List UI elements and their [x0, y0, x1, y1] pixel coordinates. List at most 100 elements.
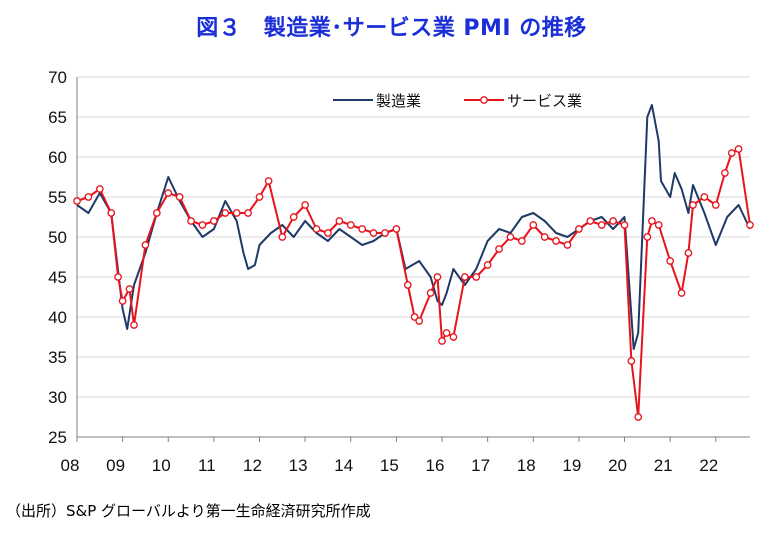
- series-point-1-44: [518, 237, 526, 245]
- series-point-1-37: [442, 329, 451, 337]
- series-point-1-7: [130, 321, 138, 329]
- series-point-1-13: [198, 221, 207, 229]
- series-point-1-52: [609, 217, 617, 225]
- series-point-1-31: [403, 281, 412, 289]
- series-point-1-40: [472, 273, 481, 281]
- legend: 製造業 サービス業: [333, 92, 582, 110]
- x-tick-17: 17: [471, 456, 490, 475]
- x-tick-16: 16: [426, 456, 445, 475]
- x-tick-11: 11: [198, 456, 216, 475]
- y-tick-35: 35: [48, 348, 67, 367]
- series-point-1-62: [689, 201, 697, 209]
- series-point-1-3: [107, 209, 116, 217]
- series-point-1-36: [438, 337, 446, 345]
- series-point-1-21: [289, 213, 298, 221]
- series-line-1: [76, 148, 751, 418]
- series-point-1-23: [312, 225, 321, 233]
- series-point-1-8: [141, 241, 150, 249]
- series-point-1-47: [552, 237, 560, 245]
- series-point-1-57: [648, 217, 656, 225]
- x-tick-10: 10: [152, 456, 171, 475]
- x-tick-18: 18: [517, 456, 536, 475]
- series-point-1-41: [483, 261, 492, 269]
- series-point-1-30: [392, 225, 401, 233]
- series-point-1-16: [232, 209, 241, 217]
- series-point-1-35: [433, 273, 442, 281]
- y-tick-45: 45: [48, 268, 67, 287]
- series-point-1-39: [460, 273, 469, 281]
- x-tick-19: 19: [562, 456, 581, 475]
- series-point-1-53: [620, 221, 629, 229]
- x-tick-14: 14: [334, 456, 353, 475]
- series-point-1-20: [278, 233, 287, 241]
- series-point-1-48: [563, 241, 572, 249]
- series-point-1-5: [118, 297, 127, 305]
- series-point-1-11: [175, 193, 184, 201]
- series-point-1-54: [627, 357, 636, 365]
- series-lines: [73, 104, 754, 421]
- x-tick-08: 08: [61, 456, 80, 475]
- series-point-1-43: [506, 233, 515, 241]
- series-point-1-25: [335, 217, 344, 225]
- series-point-1-24: [324, 229, 332, 237]
- series-point-1-45: [529, 221, 538, 229]
- series-point-1-6: [125, 285, 134, 293]
- series-point-1-10: [164, 189, 173, 197]
- x-tick-13: 13: [289, 456, 308, 475]
- series-point-1-19: [264, 177, 273, 185]
- y-tick-30: 30: [48, 388, 67, 407]
- y-tick-65: 65: [48, 108, 67, 127]
- series-point-1-33: [415, 317, 424, 325]
- y-tick-70: 70: [48, 68, 67, 87]
- series-point-1-27: [358, 225, 367, 233]
- series-1: [73, 145, 754, 421]
- legend-label-1: サービス業: [507, 92, 582, 110]
- series-point-1-29: [381, 229, 389, 237]
- series-point-1-2: [95, 185, 104, 193]
- series-point-1-64: [711, 201, 720, 209]
- series-point-1-42: [495, 245, 503, 253]
- series-point-1-63: [700, 193, 709, 201]
- series-point-1-59: [666, 257, 675, 265]
- series-point-1-65: [721, 169, 729, 177]
- series-point-1-38: [449, 333, 458, 341]
- y-tick-60: 60: [48, 148, 67, 167]
- y-tick-40: 40: [48, 308, 67, 327]
- x-tick-21: 21: [654, 456, 673, 475]
- x-tick-15: 15: [380, 456, 399, 475]
- x-tick-labels: 08 09 10 11 12 13 14 15 16 17 18 19 20 21 22: [61, 456, 719, 475]
- x-tick-12: 12: [243, 456, 262, 475]
- x-tick-09: 09: [106, 456, 125, 475]
- axes: [76, 77, 750, 442]
- series-point-1-0: [73, 197, 81, 205]
- series-point-1-50: [586, 217, 595, 225]
- y-tick-55: 55: [48, 188, 67, 207]
- series-point-1-68: [746, 221, 754, 229]
- series-point-1-66: [727, 149, 736, 157]
- series-point-1-51: [597, 221, 606, 229]
- series-point-1-17: [244, 209, 252, 217]
- series-point-1-34: [426, 289, 435, 297]
- y-tick-50: 50: [48, 228, 67, 247]
- series-point-1-9: [152, 209, 161, 217]
- series-point-1-60: [677, 289, 686, 297]
- series-point-1-28: [369, 229, 378, 237]
- series-0: [76, 104, 751, 350]
- series-point-1-46: [540, 233, 549, 241]
- series-point-1-26: [346, 221, 355, 229]
- chart-title: 図３ 製造業･サービス業 PMI の推移: [196, 16, 587, 41]
- series-point-1-49: [575, 225, 583, 233]
- series-point-1-55: [634, 413, 643, 421]
- x-tick-22: 22: [699, 456, 718, 475]
- series-point-1-15: [221, 209, 230, 217]
- legend-label-0: 製造業: [376, 92, 421, 110]
- legend-marker-1: [480, 96, 488, 104]
- series-line-0: [76, 104, 751, 350]
- series-point-1-12: [187, 217, 195, 225]
- source-note: （出所）S&P グローバルより第一生命経済研究所作成: [6, 502, 371, 520]
- y-tick-25: 25: [48, 428, 67, 447]
- series-point-1-1: [84, 193, 93, 201]
- series-point-1-14: [210, 217, 218, 225]
- series-point-1-56: [643, 233, 652, 241]
